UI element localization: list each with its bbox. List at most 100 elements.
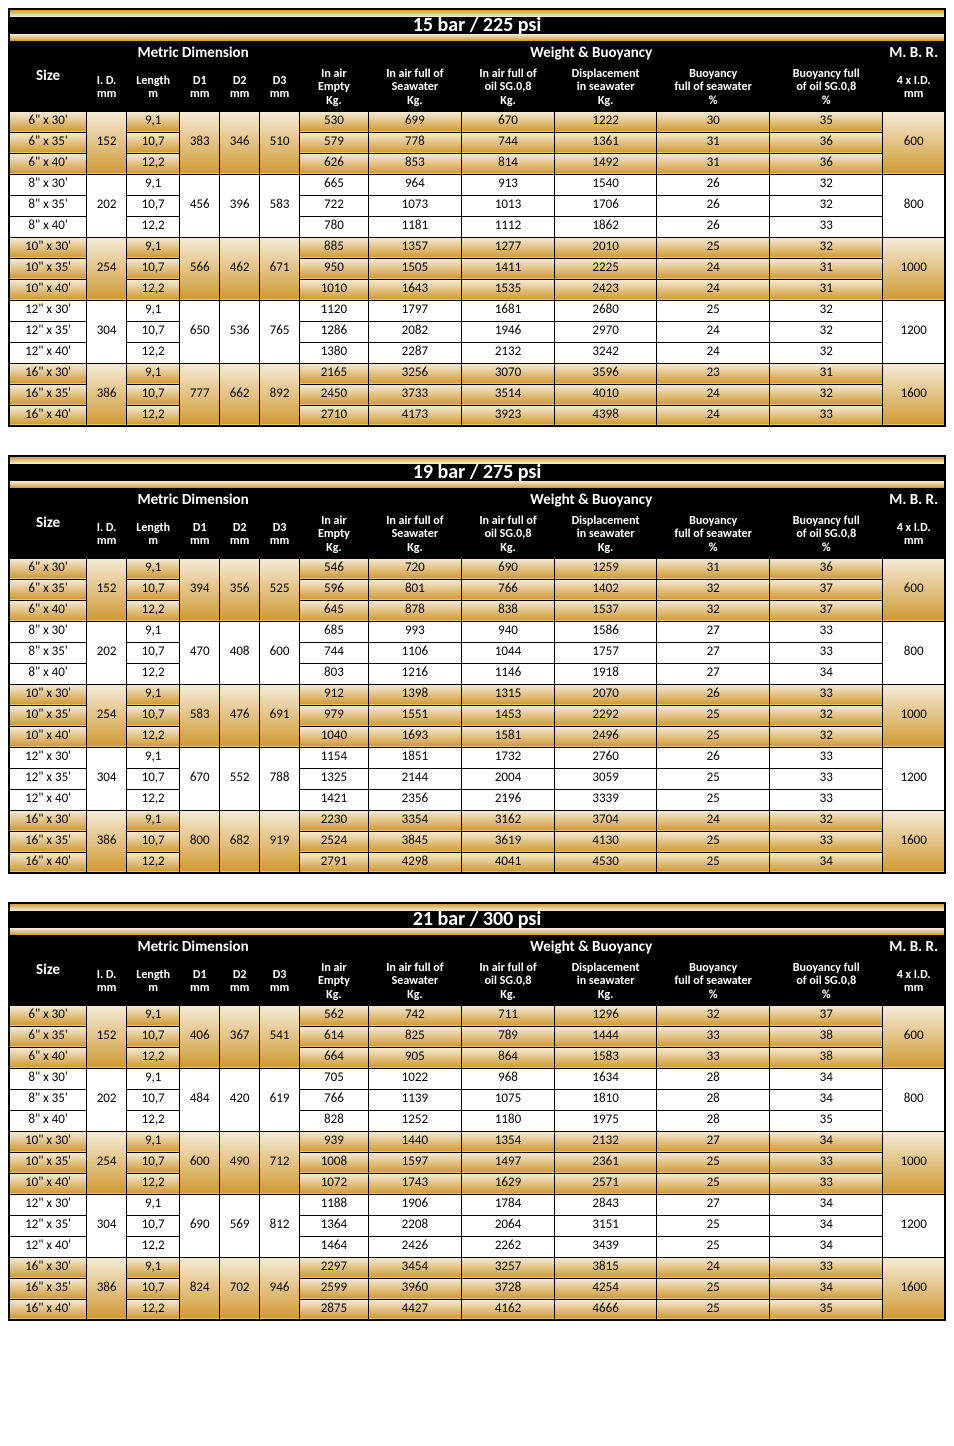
- cell-size: 12" x 40': [9, 789, 87, 810]
- cell-d1: 383: [180, 111, 220, 174]
- cell-w4: 26: [657, 216, 770, 237]
- cell-d2: 536: [220, 300, 260, 363]
- cell-size: 6" x 30': [9, 1005, 87, 1026]
- cell-size: 12" x 40': [9, 1236, 87, 1257]
- table-row: 8" x 40'12,27801181111218622633: [9, 216, 945, 237]
- cell-w2: 3923: [461, 405, 554, 426]
- cell-length: 10,7: [127, 1152, 180, 1173]
- hdr-disp: Displacementin seawaterKg.: [555, 512, 657, 558]
- cell-w1: 2426: [368, 1236, 461, 1257]
- table-row: 6" x 30'1529,138334651053069967012223035…: [9, 111, 945, 132]
- cell-d1: 456: [180, 174, 220, 237]
- cell-w0: 1188: [300, 1194, 369, 1215]
- cell-w4: 25: [657, 1152, 770, 1173]
- cell-w0: 705: [300, 1068, 369, 1089]
- hdr-id: I. D.mm: [87, 512, 127, 558]
- cell-w2: 1075: [461, 1089, 554, 1110]
- cell-length: 9,1: [127, 111, 180, 132]
- table-title: 19 bar / 275 psi: [9, 456, 945, 488]
- cell-w2: 2262: [461, 1236, 554, 1257]
- cell-length: 10,7: [127, 642, 180, 663]
- cell-size: 12" x 30': [9, 747, 87, 768]
- cell-w3: 2760: [555, 747, 657, 768]
- cell-mbr: 600: [883, 558, 945, 621]
- table-title: 15 bar / 225 psi: [9, 9, 945, 41]
- cell-length: 9,1: [127, 300, 180, 321]
- table-row: 12" x 30'3049,16905698121188190617842843…: [9, 1194, 945, 1215]
- cell-w3: 1537: [555, 600, 657, 621]
- cell-w4: 25: [657, 1215, 770, 1236]
- cell-id: 254: [87, 684, 127, 747]
- cell-size: 6" x 30': [9, 111, 87, 132]
- cell-length: 12,2: [127, 342, 180, 363]
- table-row: 12" x 30'3049,16505367651120179716812680…: [9, 300, 945, 321]
- cell-w5: 37: [770, 579, 883, 600]
- cell-w4: 31: [657, 132, 770, 153]
- cell-w1: 699: [368, 111, 461, 132]
- cell-w4: 32: [657, 579, 770, 600]
- cell-w3: 1296: [555, 1005, 657, 1026]
- cell-size: 12" x 35': [9, 1215, 87, 1236]
- cell-w4: 33: [657, 1047, 770, 1068]
- cell-length: 12,2: [127, 405, 180, 426]
- cell-d3: 691: [260, 684, 300, 747]
- cell-w1: 1181: [368, 216, 461, 237]
- cell-w2: 1946: [461, 321, 554, 342]
- cell-length: 10,7: [127, 1026, 180, 1047]
- cell-w0: 546: [300, 558, 369, 579]
- cell-w4: 27: [657, 621, 770, 642]
- cell-w1: 801: [368, 579, 461, 600]
- cell-w5: 32: [770, 321, 883, 342]
- cell-size: 16" x 30': [9, 363, 87, 384]
- cell-size: 10" x 35': [9, 258, 87, 279]
- cell-w3: 3815: [555, 1257, 657, 1278]
- table-row: 12" x 35'10,713252144200430592533: [9, 768, 945, 789]
- cell-w1: 742: [368, 1005, 461, 1026]
- cell-length: 9,1: [127, 1131, 180, 1152]
- cell-d2: 552: [220, 747, 260, 810]
- cell-d3: 600: [260, 621, 300, 684]
- cell-length: 10,7: [127, 321, 180, 342]
- cell-d1: 800: [180, 810, 220, 873]
- cell-length: 12,2: [127, 279, 180, 300]
- cell-d2: 356: [220, 558, 260, 621]
- cell-w4: 33: [657, 1026, 770, 1047]
- cell-w5: 33: [770, 621, 883, 642]
- cell-id: 304: [87, 747, 127, 810]
- cell-w1: 2208: [368, 1215, 461, 1236]
- table-row: 10" x 40'12,210721743162925712533: [9, 1173, 945, 1194]
- cell-w1: 3845: [368, 831, 461, 852]
- cell-w4: 24: [657, 405, 770, 426]
- cell-mbr: 1600: [883, 810, 945, 873]
- cell-w4: 25: [657, 237, 770, 258]
- cell-size: 6" x 40': [9, 153, 87, 174]
- cell-d1: 470: [180, 621, 220, 684]
- cell-d2: 569: [220, 1194, 260, 1257]
- table-row: 16" x 40'12,227914298404145302534: [9, 852, 945, 873]
- cell-d3: 510: [260, 111, 300, 174]
- cell-w1: 993: [368, 621, 461, 642]
- cell-w2: 1315: [461, 684, 554, 705]
- cell-d2: 490: [220, 1131, 260, 1194]
- hdr-id: I. D.mm: [87, 65, 127, 111]
- hdr-d2: D2mm: [220, 65, 260, 111]
- cell-w0: 2230: [300, 810, 369, 831]
- cell-w2: 789: [461, 1026, 554, 1047]
- table-row: 10" x 40'12,210401693158124962532: [9, 726, 945, 747]
- cell-w3: 3151: [555, 1215, 657, 1236]
- cell-w0: 664: [300, 1047, 369, 1068]
- cell-w0: 1464: [300, 1236, 369, 1257]
- cell-w5: 32: [770, 174, 883, 195]
- cell-w1: 853: [368, 153, 461, 174]
- table-row: 6" x 40'12,262685381414923136: [9, 153, 945, 174]
- cell-w5: 34: [770, 1089, 883, 1110]
- table-row: 16" x 35'10,725993960372842542534: [9, 1278, 945, 1299]
- cell-w0: 744: [300, 642, 369, 663]
- table-row: 12" x 40'12,213802287213232422432: [9, 342, 945, 363]
- table-row: 16" x 30'3869,18006829192230335431623704…: [9, 810, 945, 831]
- cell-w4: 27: [657, 1194, 770, 1215]
- cell-w2: 1453: [461, 705, 554, 726]
- cell-d3: 712: [260, 1131, 300, 1194]
- cell-mbr: 800: [883, 621, 945, 684]
- table-row: 16" x 30'3869,18247029462297345432573815…: [9, 1257, 945, 1278]
